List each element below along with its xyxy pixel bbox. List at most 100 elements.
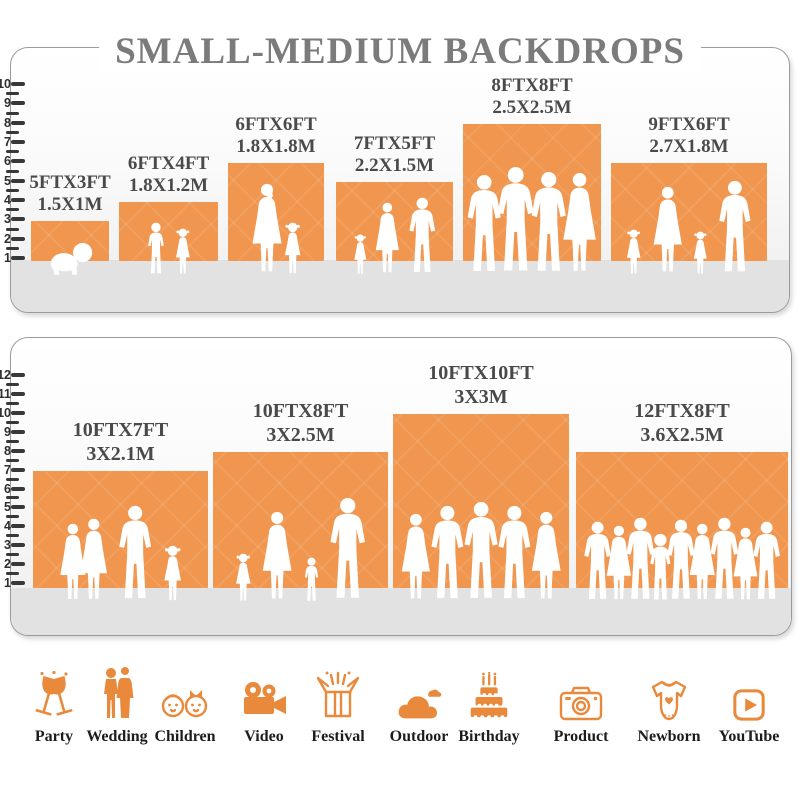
backdrop-6x6: 6FTX6FT 1.8X1.8M xyxy=(228,114,324,274)
youtube-icon xyxy=(732,664,766,722)
size-feet: 12FTX8FT xyxy=(634,400,730,422)
boy-silhouette-icon xyxy=(147,222,164,274)
size-meters: 2.7X1.8M xyxy=(649,136,729,157)
size-feet: 10FTX8FT xyxy=(252,400,349,422)
man-silhouette-icon xyxy=(431,505,464,599)
people-silhouettes xyxy=(399,501,563,603)
category-label: Newborn xyxy=(637,728,701,745)
backdrop-10x7: 10FTX7FT 3X2.1M xyxy=(33,419,208,601)
category-wedding: Wedding xyxy=(69,664,165,746)
man-silhouette-icon xyxy=(753,521,780,599)
children-icon xyxy=(158,664,212,722)
size-feet: 10FTX7FT xyxy=(72,419,169,441)
girl-silhouette-icon xyxy=(164,545,182,601)
party-icon xyxy=(28,664,80,722)
size-feet: 10FTX10FT xyxy=(428,362,534,384)
man-silhouette-icon xyxy=(719,180,751,272)
man-silhouette-icon xyxy=(330,497,365,598)
girl-silhouette-icon xyxy=(626,229,641,274)
category-newborn: Newborn xyxy=(621,664,717,746)
category-party: Party xyxy=(6,664,102,746)
girl-silhouette-icon xyxy=(694,231,708,274)
backdrop-size-label: 7FTX5FT 2.2X1.5M xyxy=(354,133,435,177)
people-silhouettes xyxy=(57,505,183,603)
woman-silhouette-icon xyxy=(79,518,107,599)
man-silhouette-icon xyxy=(119,505,152,599)
size-meters: 2.5X2.5M xyxy=(492,97,572,118)
backdrop-size-label: 5FTX3FT 1.5X1M xyxy=(29,172,110,216)
size-feet: 8FTX8FT xyxy=(491,75,573,96)
category-label: Party xyxy=(34,728,74,745)
woman-silhouette-icon xyxy=(653,186,682,272)
size-meters: 3X2.5M xyxy=(266,424,335,446)
people-silhouettes xyxy=(582,517,782,603)
woman-silhouette-icon xyxy=(531,511,561,599)
newborn-icon xyxy=(645,664,693,722)
category-festival: Festival xyxy=(290,664,386,746)
category-label: Festival xyxy=(311,728,365,745)
size-feet: 5FTX3FT xyxy=(29,172,111,193)
size-meters: 1.8X1.2M xyxy=(128,175,209,196)
panel-medium-backdrops: 10FTX7FT 3X2.1M 10FTX8FT 3X2.5M xyxy=(10,337,792,636)
birthday-icon xyxy=(465,664,513,722)
size-feet: 9FTX6FT xyxy=(648,114,730,135)
backdrop-size-label: 12FTX8FT 3.6X2.5M xyxy=(634,399,730,447)
category-label: Birthday xyxy=(458,728,520,745)
woman-silhouette-icon xyxy=(263,511,292,599)
backdrop-size-label: 6FTX4FT 1.8X1.2M xyxy=(128,153,209,197)
backdrop-size-label: 10FTX8FT 3X2.5M xyxy=(253,399,349,447)
people-silhouettes xyxy=(250,183,303,276)
category-birthday: Birthday xyxy=(441,664,537,746)
backdrop-size-label: 10FTX7FT 3X2.1M xyxy=(73,418,169,466)
category-label: Children xyxy=(154,728,216,745)
people-silhouettes xyxy=(233,497,367,603)
category-label: Product xyxy=(553,728,609,745)
people-silhouettes xyxy=(465,166,599,276)
woman-silhouette-icon xyxy=(401,513,430,599)
boy-silhouette-icon xyxy=(304,557,318,601)
people-silhouettes xyxy=(625,180,753,276)
size-meters: 3X3M xyxy=(454,386,508,408)
toddler-silhouette-icon xyxy=(353,234,366,274)
backdrop-12x8: 12FTX8FT 3.6X2.5M xyxy=(576,400,788,600)
backdrop-8x8: 8FTX8FT 2.5X2.5M xyxy=(463,75,601,271)
category-label: Wedding xyxy=(86,728,148,745)
backdrop-size-label: 6FTX6FT 1.8X1.8M xyxy=(235,114,316,158)
man-silhouette-icon xyxy=(464,501,498,598)
ground-strip xyxy=(11,260,789,312)
baby-silhouette-icon xyxy=(50,243,93,275)
size-meters: 3X2.1M xyxy=(86,443,155,465)
wedding-icon xyxy=(95,664,139,722)
backdrop-size-label: 10FTX10FT 3X3M xyxy=(428,361,534,409)
size-meters: 2.2X1.5M xyxy=(354,155,435,176)
category-product: Product xyxy=(533,664,629,746)
category-youtube: YouTube xyxy=(701,664,797,746)
people-silhouettes xyxy=(145,222,191,276)
size-feet: 6FTX6FT xyxy=(235,114,317,135)
backdrop-9x6: 9FTX6FT 2.7X1.8M xyxy=(611,114,767,274)
people-silhouettes xyxy=(352,197,437,276)
category-label: YouTube xyxy=(718,728,780,745)
category-label: Outdoor xyxy=(389,728,449,745)
backdrop-size-label: 8FTX8FT 2.5X2.5M xyxy=(491,75,572,119)
size-meters: 1.5X1M xyxy=(37,194,103,215)
category-video: Video xyxy=(216,664,312,746)
backdrop-size-label: 9FTX6FT 2.7X1.8M xyxy=(648,114,729,158)
backdrop-7x5: 7FTX5FT 2.2X1.5M xyxy=(336,133,453,274)
backdrop-10x10: 10FTX10FT 3X3M xyxy=(393,362,569,599)
backdrop-6x4: 6FTX4FT 1.8X1.2M xyxy=(119,153,218,274)
backdrop-10x8: 10FTX8FT 3X2.5M xyxy=(213,400,388,601)
woman-silhouette-icon xyxy=(376,202,400,273)
man-silhouette-icon xyxy=(498,505,531,599)
category-outdoor: Outdoor xyxy=(371,664,467,746)
girl-silhouette-icon xyxy=(284,222,301,274)
product-icon xyxy=(558,664,604,722)
girl-silhouette-icon xyxy=(175,228,190,274)
woman-silhouette-icon xyxy=(563,172,596,271)
category-label: Video xyxy=(244,728,284,745)
page-title: SMALL-MEDIUM BACKDROPS xyxy=(99,30,701,73)
size-feet: 7FTX5FT xyxy=(353,133,436,154)
size-meters: 3.6X2.5M xyxy=(640,424,724,446)
festival-icon xyxy=(314,664,362,722)
